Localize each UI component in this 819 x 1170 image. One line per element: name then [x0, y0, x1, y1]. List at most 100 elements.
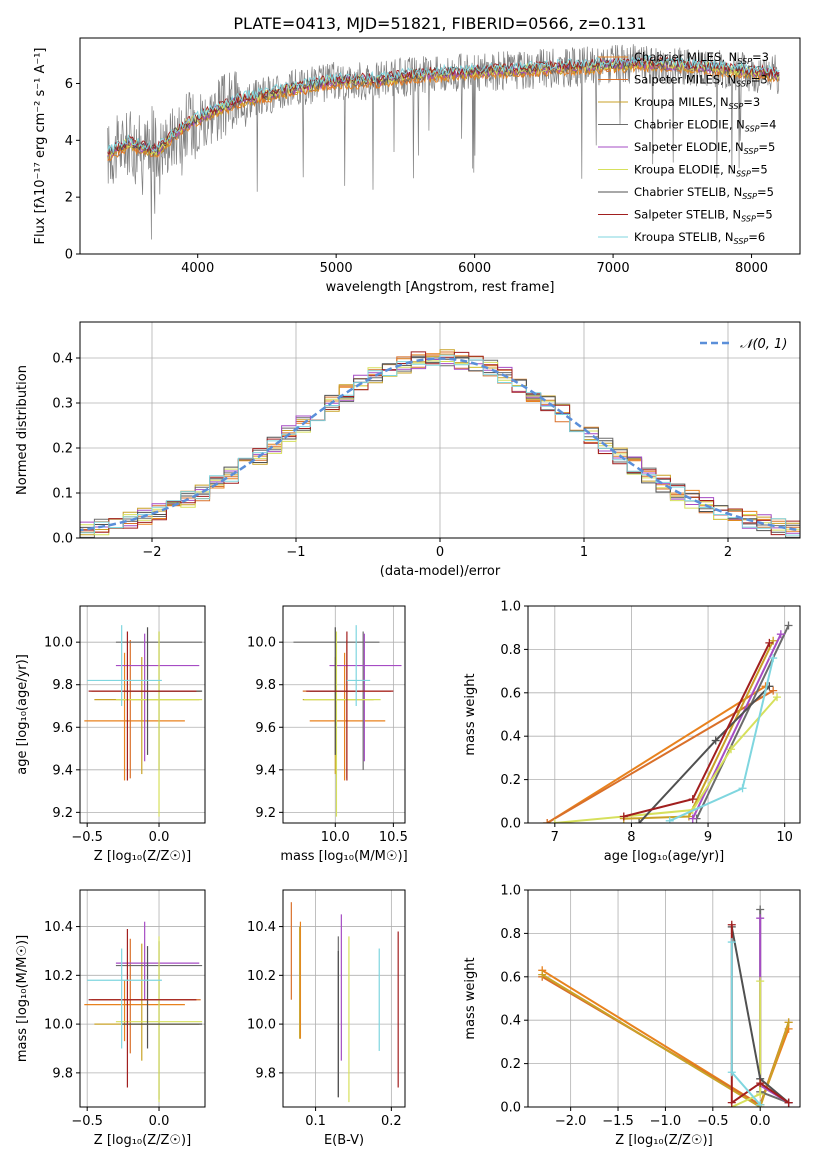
y-axis-label: Flux [fλ10⁻¹⁷ erg cm⁻² s⁻¹ A⁻¹]: [33, 48, 48, 245]
axes-frame: [79, 37, 801, 255]
plot-area-mass-vs-EBV: [290, 902, 399, 1103]
mass-weight-line: [541, 973, 790, 1107]
mass-weight-marker: [756, 914, 765, 923]
mass-weight-marker: [756, 1100, 765, 1107]
mass-weight-line: [546, 685, 767, 823]
mass-weight-marker: [688, 795, 697, 804]
x-tick-label: 6000: [458, 261, 491, 276]
legend-label: Chabrier MILES, NSSP=3: [634, 50, 769, 66]
y-tick-label: 4: [65, 134, 73, 149]
mass-weight-marker: [784, 1018, 793, 1027]
x-tick-label: −0.5: [71, 1114, 103, 1129]
y-tick-label: 0.4: [52, 352, 73, 367]
legend-label: Salpeter STELIB, NSSP=5: [634, 208, 773, 224]
plot-area-age-vs-Z: [84, 625, 203, 817]
y-tick-label: 10.2: [247, 969, 276, 984]
y-tick-label: 6: [65, 77, 73, 92]
x-tick-label: 8000: [735, 261, 768, 276]
legend-label: Kroupa STELIB, NSSP=6: [634, 230, 765, 246]
y-tick-label: 9.6: [52, 721, 73, 736]
x-tick-label: 0.0: [149, 1114, 170, 1129]
y-tick-label: 9.6: [255, 721, 276, 736]
legend-label: Salpeter MILES, NSSP=3: [634, 73, 768, 89]
x-tick-label: −1.5: [602, 1114, 634, 1129]
figure-title: PLATE=0413, MJD=51821, FIBERID=0566, z=0…: [233, 14, 646, 33]
mass-weight-marker: [727, 745, 736, 754]
y-tick-label: 9.2: [52, 806, 73, 821]
y-tick-label: 0.4: [500, 730, 521, 745]
x-tick-label: 7000: [597, 261, 630, 276]
mass-weight-marker: [773, 693, 782, 702]
axes-frame: [527, 605, 801, 824]
plot-area-massweight-vs-age: [543, 621, 793, 823]
y-tick-label: 9.8: [52, 1066, 73, 1081]
y-axis-label: Normed distribution: [15, 365, 30, 495]
x-axis-label: age [log₁₀(age/yr)]: [604, 849, 725, 864]
mass-weight-marker: [688, 814, 697, 823]
mass-weight-marker: [550, 819, 559, 823]
x-tick-label: 0: [436, 545, 444, 560]
y-axis-label: mass weight: [463, 673, 478, 755]
y-tick-label: 1.0: [500, 600, 521, 615]
y-tick-label: 0.2: [500, 1057, 521, 1072]
panel-mass-vs-EBV: 0.1 0.2 9.8 10.0 10.2 10.4 E(B-V): [247, 889, 406, 1148]
axes-frame: [79, 605, 206, 824]
mass-weight-marker: [784, 1098, 793, 1107]
x-tick-label: 1: [580, 545, 588, 560]
y-tick-label: 0.8: [500, 927, 521, 942]
y-axis-label: age [log₁₀(age/yr)]: [15, 654, 30, 775]
plot-area-residual-hist: [80, 349, 800, 538]
legend-label: Salpeter ELODIE, NSSP=5: [634, 140, 775, 156]
y-axis-label: mass [log₁₀(M/M☉)]: [15, 935, 30, 1062]
mass-weight-marker: [776, 630, 785, 639]
y-tick-label: 9.8: [255, 1066, 276, 1081]
plot-area-mass-vs-Z: [84, 921, 203, 1103]
x-tick-label: 8: [627, 830, 635, 845]
x-tick-label: 0.1: [305, 1114, 326, 1129]
x-tick-label: −2: [142, 545, 161, 560]
y-tick-label: 0.1: [52, 487, 73, 502]
x-tick-label: −0.5: [71, 830, 103, 845]
mass-weight-marker: [619, 812, 628, 821]
legend-label: Kroupa MILES, NSSP=3: [634, 95, 760, 111]
y-tick-label: 0.0: [500, 817, 521, 832]
y-tick-label: 0.6: [500, 970, 521, 985]
mass-weight-marker: [756, 1089, 765, 1098]
axes-frame: [79, 889, 206, 1108]
y-tick-label: 0.4: [500, 1014, 521, 1029]
model-spectrum-line: [107, 54, 780, 153]
mass-weight-marker: [711, 736, 720, 745]
mass-weight-marker: [756, 977, 765, 986]
model-spectrum-line: [107, 59, 780, 159]
legend-label: Chabrier STELIB, NSSP=5: [634, 185, 774, 201]
mass-weight-marker: [756, 905, 765, 914]
x-tick-label: 5000: [320, 261, 353, 276]
x-tick-label: 10.5: [379, 830, 408, 845]
y-tick-label: 9.8: [52, 678, 73, 693]
panel-mass-vs-Z: −0.5 0.0 9.8 10.0 10.2 10.4 Z [log₁₀(Z/Z☉)] mas…: [15, 889, 206, 1148]
y-tick-label: 0.3: [52, 397, 73, 412]
x-tick-label: 0.0: [750, 1114, 771, 1129]
x-tick-label: 0.2: [381, 1114, 402, 1129]
mass-weight-marker: [756, 1079, 765, 1088]
plot-area-spectrum: [107, 44, 780, 240]
x-axis-label: wavelength [Angstrom, rest frame]: [326, 280, 555, 295]
panel-massweight-vs-Z: −2.0 −1.5 −1.0 −0.5 0.0 0.0 0.2 0.4 0.6 0.8 1.0 Z […: [463, 884, 801, 1148]
plot-area-massweight-vs-Z: [538, 905, 793, 1107]
model-spectrum-line: [107, 55, 780, 156]
mass-weight-marker: [769, 686, 778, 695]
y-tick-label: 10.4: [44, 920, 73, 935]
y-tick-label: 9.2: [255, 806, 276, 821]
panel-massweight-vs-age: 7 8 9 10 0.0 0.2 0.4 0.6 0.8 1.0 age [log₁₀(age/yr…: [463, 600, 801, 864]
panel-age-vs-Z: −0.5 0.0 9.2 9.4 9.6 9.8 10.0 Z [log₁₀(Z/Z☉)] ag…: [15, 605, 206, 864]
x-tick-label: 9: [704, 830, 712, 845]
y-tick-label: 10.4: [247, 920, 276, 935]
mass-weight-marker: [769, 654, 778, 663]
mass-weight-marker: [543, 819, 552, 823]
mass-weight-marker: [727, 1098, 736, 1107]
mass-weight-marker: [635, 819, 644, 823]
x-axis-label: Z [log₁₀(Z/Z☉)]: [615, 1133, 712, 1148]
y-tick-label: 2: [65, 191, 73, 206]
x-tick-label: −1: [286, 545, 305, 560]
x-tick-label: 0.0: [149, 830, 170, 845]
